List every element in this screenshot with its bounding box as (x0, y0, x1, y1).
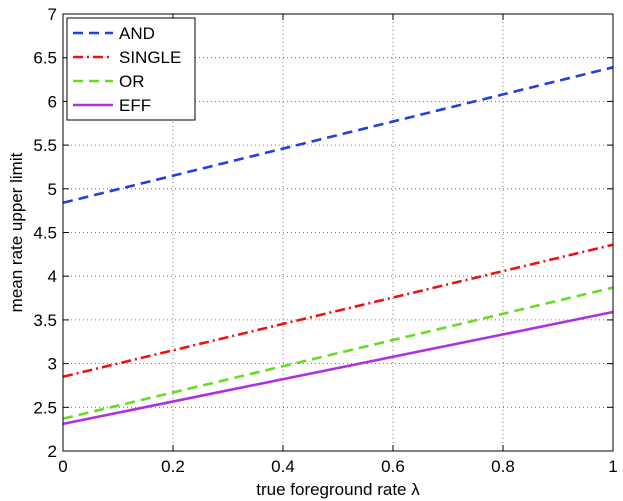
x-tick-label: 0.6 (381, 457, 405, 476)
y-axis-label: mean rate upper limit (7, 152, 26, 312)
y-tick-label: 6.5 (33, 49, 57, 68)
y-tick-label: 3.5 (33, 311, 57, 330)
y-tick-label: 5 (48, 180, 57, 199)
tick-labels: 0 0.2 0.4 0.6 0.8 1 2 2.5 3 3.5 4 4.5 5 5.5 6 6.5 7 (33, 5, 617, 476)
legend-label-eff: EFF (119, 96, 151, 115)
legend-label-or: OR (119, 72, 145, 91)
y-tick-label: 2.5 (33, 398, 57, 417)
y-tick-label: 5.5 (33, 136, 57, 155)
x-tick-label: 0 (58, 457, 67, 476)
x-tick-label: 0.8 (491, 457, 515, 476)
legend-label-single: SINGLE (119, 48, 181, 67)
series-lines (62, 66, 614, 426)
series-line-single (62, 243, 614, 378)
y-tick-label: 2 (48, 442, 57, 461)
ticks (62, 13, 614, 452)
series-line-and (62, 66, 614, 205)
x-axis-label: true foreground rate λ (256, 480, 420, 499)
y-tick-label: 7 (48, 5, 57, 24)
legend: AND SINGLE OR EFF (66, 17, 196, 121)
x-tick-label: 0.2 (161, 457, 185, 476)
y-tick-label: 6 (48, 92, 57, 111)
series-line-or (62, 286, 614, 420)
x-tick-label: 1 (608, 457, 617, 476)
y-tick-label: 3 (48, 355, 57, 374)
series-line-eff (62, 310, 614, 426)
y-tick-label: 4 (48, 267, 57, 286)
legend-label-and: AND (119, 24, 155, 43)
x-tick-label: 0.4 (271, 457, 295, 476)
legend-box (66, 17, 196, 121)
y-tick-label: 4.5 (33, 224, 57, 243)
